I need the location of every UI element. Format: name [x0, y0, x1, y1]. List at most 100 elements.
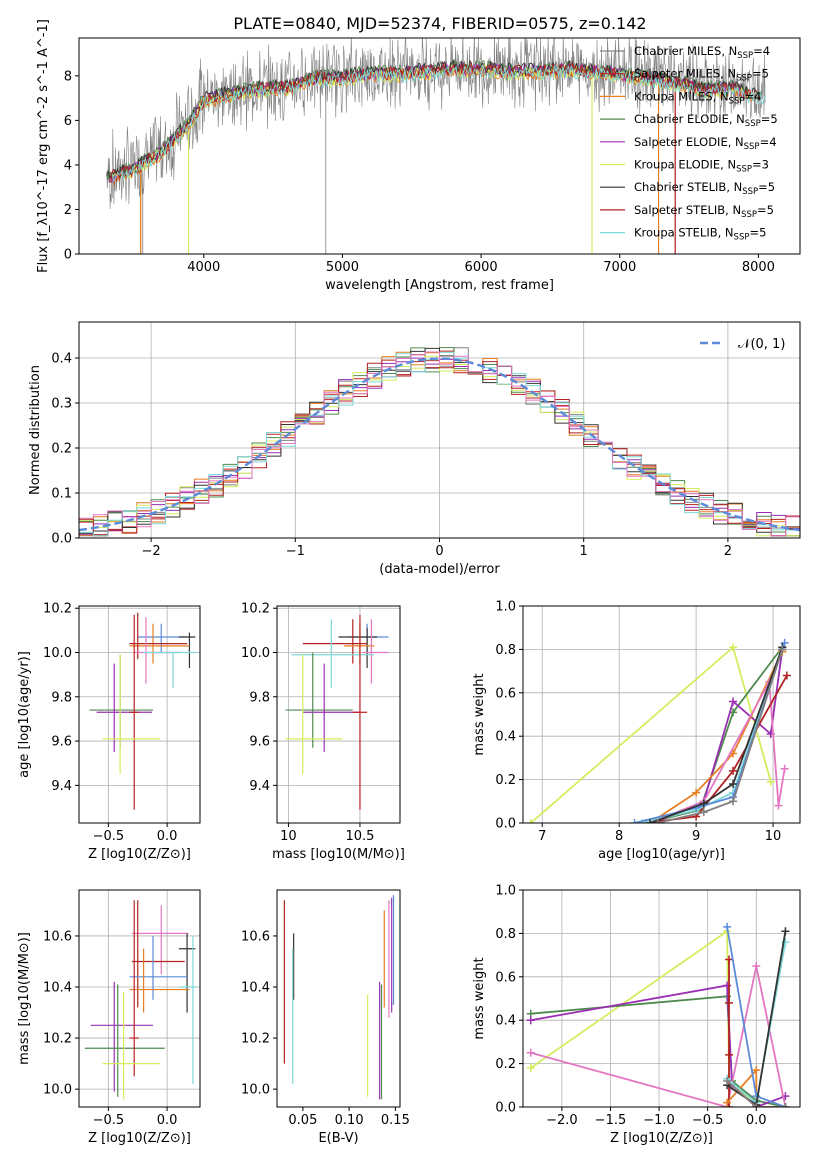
mass-weight-marker — [729, 779, 738, 788]
mass-weight-marker — [725, 998, 734, 1007]
y-tick-label: 10.2 — [241, 1032, 270, 1047]
legend-value: =5 — [758, 180, 775, 194]
age-vs-metallicity-panel: −0.5 0.0 9.4 9.6 9.8 10.0 10.2 Z [log10(Z/Z⊙)] a… — [17, 602, 201, 862]
legend-value: =4 — [753, 44, 770, 58]
y-tick-label: 9.8 — [51, 690, 72, 705]
x-tick-label: −1.5 — [595, 1113, 627, 1128]
mass-weight-marker — [526, 819, 535, 823]
axes-frame — [522, 889, 801, 1108]
y-tick-label: 9.6 — [51, 735, 72, 750]
mass-weight-series — [645, 646, 784, 823]
y-tick-label: 0.4 — [495, 730, 516, 745]
x-tick-label: 7 — [538, 829, 546, 844]
legend-value: =5 — [752, 67, 769, 81]
y-tick-label: 9.4 — [249, 779, 270, 794]
legend-sub: SSP — [736, 165, 752, 175]
mass-weight-marker — [752, 1066, 761, 1075]
x-tick-label: 7000 — [603, 260, 636, 275]
legend-sub: SSP — [729, 96, 745, 106]
mass-weight-marker — [774, 801, 783, 810]
legend-sub: SSP — [737, 51, 753, 61]
x-tick-label: 0 — [435, 544, 443, 559]
plot-area — [79, 347, 800, 538]
age-vs-mass-panel: 10 10.5 9.4 9.6 9.8 10.0 10.2 mass [log10(M/M⊙)… — [241, 602, 405, 862]
weight-vs-metallicity-panel: −2.0 −1.5 −1.0 −0.5 0.0 0.0 0.2 0.4 0.6 0.8 1.0 Z [… — [472, 884, 801, 1146]
mass-weight-marker — [752, 961, 761, 970]
mass-weight-marker — [526, 1016, 535, 1025]
y-tick-label: 9.4 — [51, 779, 72, 794]
x-tick-label: −1 — [286, 544, 305, 559]
x-tick-label: 0.10 — [335, 1113, 364, 1128]
axes-frame — [78, 889, 201, 1108]
mass-weight-marker — [766, 777, 775, 786]
axes-frame — [78, 37, 801, 255]
x-tick-label: 6000 — [465, 260, 498, 275]
plot-area — [84, 900, 197, 1100]
y-tick-label: 10.2 — [43, 1032, 72, 1047]
weight-vs-age-panel: 7 8 9 10 0.0 0.2 0.4 0.6 0.8 1.0 age [log10(age/yr… — [472, 600, 801, 862]
y-tick-label: 0.2 — [495, 773, 516, 788]
mass-weight-marker — [780, 764, 789, 773]
axes-frame — [78, 605, 201, 824]
y-axis-label: mass weight — [472, 957, 487, 1039]
mass-weight-marker — [723, 1098, 732, 1107]
x-axis-label: Z [log10(Z/Z⊙)] — [88, 847, 191, 862]
residual-histogram-panel: −2 −1 0 1 2 0.0 0.1 0.2 0.3 0.4 (data-model)/error… — [28, 321, 801, 577]
y-tick-label: 0.6 — [495, 686, 516, 701]
x-axis-label: age [log10(age/yr)] — [598, 847, 725, 862]
y-tick-label: 10.6 — [241, 929, 270, 944]
plot-area — [283, 895, 395, 1100]
mass-weight-marker — [723, 922, 732, 931]
normal-distribution-curve — [79, 357, 800, 532]
mass-weight-marker — [630, 819, 639, 823]
mass-weight-marker — [729, 643, 738, 652]
legend-value: =3 — [752, 158, 769, 172]
legend-label: Salpeter MILES, NSSP=5 — [634, 67, 769, 84]
legend-label: Chabrier MILES, NSSP=4 — [634, 44, 770, 61]
legend-label: Chabrier STELIB, NSSP=5 — [634, 180, 775, 197]
y-axis-label: Normed distribution — [28, 365, 43, 495]
axes-frame — [276, 889, 401, 1108]
legend-sub: SSP — [734, 233, 750, 243]
mass-vs-metallicity-panel: −0.5 0.0 10.0 10.2 10.4 10.6 Z [log10(Z/Z⊙)] ma… — [17, 889, 201, 1146]
x-tick-label: 0.15 — [381, 1113, 410, 1128]
legend-value: =5 — [761, 112, 778, 126]
y-tick-label: 0.0 — [495, 817, 516, 832]
legend-label: Salpeter STELIB, NSSP=5 — [634, 203, 774, 220]
y-tick-label: 2 — [64, 203, 72, 218]
x-axis-label: mass [log10(M/M⊙)] — [272, 847, 405, 862]
y-tick-label: 0.4 — [51, 352, 72, 367]
mass-weight-marker — [778, 645, 787, 654]
x-tick-label: 0.0 — [157, 829, 178, 844]
legend-label: 𝒩(0, 1) — [738, 337, 785, 352]
spectrum-panel: 4000 5000 6000 7000 8000 0 2 4 6 8 wavelength [Ang… — [36, 19, 801, 293]
mass-weight-series — [726, 1067, 786, 1107]
y-tick-label: 4 — [64, 158, 72, 173]
legend-label: Salpeter ELODIE, NSSP=4 — [634, 135, 777, 152]
x-tick-label: 0.05 — [288, 1113, 317, 1128]
y-tick-label: 6 — [64, 114, 72, 129]
mass-weight-marker — [729, 797, 738, 806]
y-axis-label: age [log10(age/yr)] — [17, 651, 32, 778]
y-tick-label: 0.8 — [495, 643, 516, 658]
y-tick-label: 10.4 — [43, 981, 72, 996]
plot-area — [89, 612, 197, 810]
y-tick-label: 0.2 — [51, 442, 72, 457]
legend-sub: SSP — [742, 187, 758, 197]
mass-weight-marker — [699, 799, 708, 808]
y-tick-label: 0.0 — [495, 1101, 516, 1116]
x-tick-label: 1 — [580, 544, 588, 559]
x-axis-label: E(B-V) — [318, 1131, 358, 1146]
x-tick-label: 10.5 — [345, 829, 374, 844]
mass-weight-series — [649, 646, 784, 823]
x-tick-label: 5000 — [326, 260, 359, 275]
x-tick-label: −1.0 — [643, 1113, 675, 1128]
legend-sub: SSP — [741, 210, 757, 220]
mass-weight-marker — [723, 1076, 732, 1085]
legend-value: =5 — [757, 203, 774, 217]
axes-frame — [522, 605, 801, 824]
mass-weight-marker — [526, 1048, 535, 1057]
legend-label: Kroupa ELODIE, NSSP=3 — [634, 158, 769, 175]
y-tick-label: 10.0 — [241, 1083, 270, 1098]
